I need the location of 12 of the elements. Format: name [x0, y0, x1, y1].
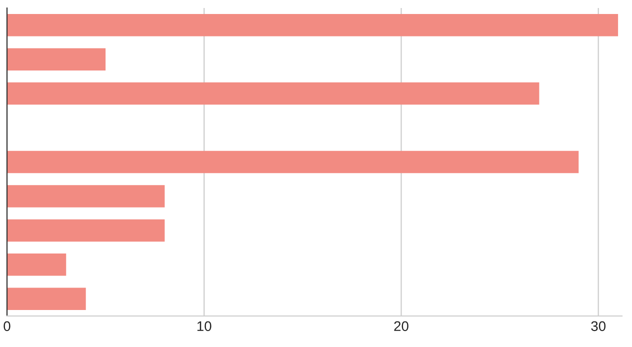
x-tick-label: 10 [197, 321, 212, 332]
bar [7, 185, 165, 208]
x-tick-label: 30 [591, 321, 606, 332]
bar [7, 82, 540, 105]
x-tick-label: 0 [4, 321, 10, 332]
x-tick-label: 20 [394, 321, 408, 332]
bar [7, 48, 106, 70]
bar [7, 288, 86, 310]
bar [7, 150, 579, 174]
bar [7, 14, 618, 36]
bar [7, 254, 66, 276]
bar [7, 219, 165, 242]
